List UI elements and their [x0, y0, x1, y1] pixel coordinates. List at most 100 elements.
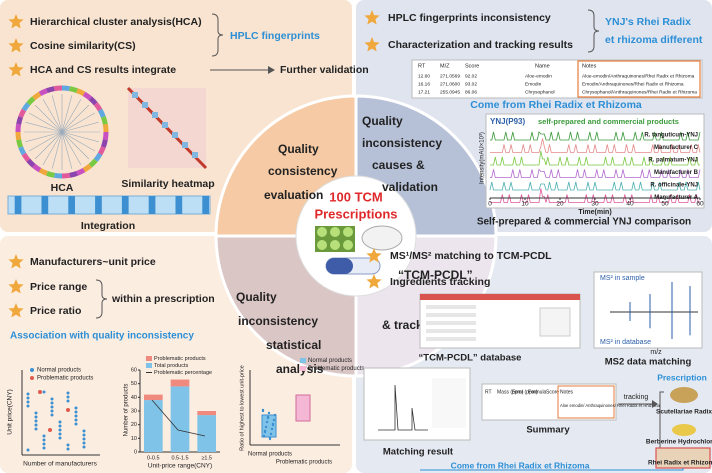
cause-item: Characterization and tracking results — [388, 39, 573, 51]
arrow-head — [268, 66, 275, 74]
percentage-line — [151, 399, 206, 437]
table-cell: 17.21 — [418, 89, 430, 95]
hca-ring — [21, 152, 31, 162]
trace-label: R. palmatum-YNJ — [648, 158, 698, 164]
box-point — [265, 420, 269, 424]
highlight: YNJ's Rhei Radix — [605, 16, 691, 28]
result-table — [411, 59, 703, 99]
table-cell: 271.0600 — [440, 81, 460, 87]
star-icon — [8, 254, 24, 269]
herb-image — [670, 387, 698, 403]
hca-ring — [38, 88, 48, 97]
bar — [197, 411, 216, 416]
table-cell: 255.0945 — [440, 89, 460, 95]
scatter-point — [74, 406, 78, 410]
box-point — [263, 430, 267, 434]
legend-swatch — [146, 363, 152, 368]
hca-ring — [93, 102, 103, 112]
scatter-point — [42, 442, 46, 446]
legend: Problematic products — [37, 376, 93, 382]
y-tick-label: 60 — [131, 367, 137, 373]
hca-ring — [32, 91, 42, 101]
box-point — [271, 423, 275, 427]
stat-item: Manufacturers~unit price — [30, 256, 156, 268]
box-point — [269, 432, 273, 436]
table-header: Notes — [560, 389, 574, 395]
x-axis-label: m/z — [650, 349, 662, 356]
hca-ring — [76, 88, 86, 97]
box-point — [272, 418, 276, 422]
star-icon — [8, 62, 24, 77]
integration-cell — [95, 196, 102, 214]
brace-label: within a prescription — [111, 293, 215, 305]
footer-arrow — [420, 468, 684, 471]
x-axis-label: Unit-price range(CNY) — [148, 463, 212, 470]
pcdl-header — [420, 294, 580, 300]
hca-ring — [97, 108, 106, 118]
heatmap-cell — [152, 112, 158, 118]
pill — [317, 240, 327, 250]
pill — [330, 240, 340, 250]
hca-ring — [46, 170, 55, 178]
section-label: Quality — [362, 114, 403, 128]
scatter-point — [58, 424, 62, 428]
table-header: Notes — [582, 63, 597, 69]
star-icon — [366, 248, 382, 263]
hca-branch — [61, 112, 96, 133]
x-tick-label: 0-0.5 — [147, 455, 160, 461]
ms2-panel — [593, 271, 703, 349]
box-point — [261, 409, 265, 413]
star-icon — [8, 279, 24, 294]
figure-caption: Self-prepared & commercial YNJ compariso… — [477, 217, 691, 228]
y-tick-label: 0 — [134, 449, 137, 455]
box-point — [268, 437, 272, 441]
hca-branch — [61, 131, 96, 152]
scatter-point — [66, 408, 70, 412]
table-header: Score — [465, 63, 479, 69]
hca-ring — [26, 96, 36, 106]
scatter-point — [48, 428, 52, 432]
hca-ring — [53, 172, 63, 179]
hca-ring — [102, 123, 109, 133]
scatter-point — [82, 441, 86, 445]
table-header: Error (ppm) — [512, 389, 538, 395]
scatter-point — [50, 413, 54, 417]
integration-cell — [175, 196, 183, 214]
table-cell: Chrysophanol/Anthraquinones/Rhei Radix e… — [582, 89, 697, 95]
matching-info — [432, 378, 466, 428]
table-cell: Aloe-emodin — [525, 73, 552, 79]
y-axis-label: Ratio of highest to lowest unit-price — [239, 365, 245, 451]
prescription-label: Prescription — [657, 372, 707, 382]
table-header: Formula — [528, 389, 547, 395]
tablet — [361, 225, 403, 251]
scatter-point — [74, 414, 78, 418]
hca-ring — [46, 86, 55, 94]
box-point — [273, 413, 277, 417]
hca-ring — [61, 172, 71, 179]
pcdl-field — [426, 329, 476, 333]
box-point — [262, 434, 266, 438]
table-cell: Aloe-emodin/Anthraquinones/Rhei Radix et… — [582, 73, 695, 79]
trace — [490, 138, 701, 153]
x-tick-label: 20 — [556, 201, 564, 208]
y-axis-label: Intensity(mAU×10³) — [480, 132, 486, 184]
star-icon — [364, 10, 380, 25]
table-cell: Aloe emodin/ Anthraquinones/ Rhei Radix … — [560, 403, 661, 408]
chart-subtitle: self-prepared and commercial products — [538, 117, 679, 126]
hca-branch — [61, 131, 82, 166]
arrow-label: Further validation — [280, 64, 369, 76]
hca-ring — [18, 108, 27, 118]
trace — [489, 181, 701, 191]
table-caption: Come from Rhei Radix et Rhizoma — [470, 99, 642, 111]
bar — [197, 415, 216, 452]
y-tick-label: 10 — [131, 436, 137, 442]
hca-branch — [61, 131, 90, 160]
x-axis-label: Time(min) — [578, 209, 611, 216]
scatter-point — [82, 429, 86, 433]
hca-branch — [61, 131, 99, 143]
scatter-point — [34, 419, 38, 423]
table-header: Mass (ppm) — [497, 389, 524, 395]
scatter-point — [38, 390, 42, 394]
hca-branch — [61, 121, 99, 133]
